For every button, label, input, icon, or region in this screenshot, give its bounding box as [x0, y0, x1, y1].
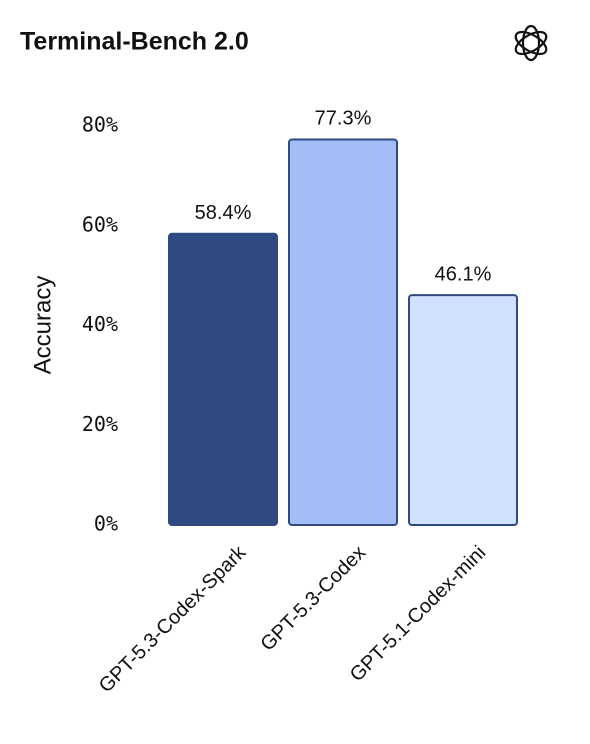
logo	[514, 24, 548, 62]
bar	[168, 232, 278, 526]
y-axis-label: Accuracy	[29, 276, 56, 375]
value-label: 46.1%	[435, 263, 492, 285]
y-tick-label: 40%	[82, 312, 118, 336]
x-tick-label: GPT-5.3-Codex	[256, 542, 370, 656]
x-tick-label: GPT-5.3-Codex-Spark	[95, 541, 251, 697]
y-tick-label: 60%	[82, 212, 118, 236]
y-tick-label: 80%	[82, 113, 118, 137]
y-tick-label: 0%	[94, 512, 118, 536]
value-label: 77.3%	[315, 108, 372, 130]
chart-title: Terminal-Bench 2.0	[20, 28, 249, 56]
x-tick-label: GPT-5.1-Codex-mini	[346, 542, 490, 686]
value-label: 58.4%	[195, 202, 252, 224]
bar	[408, 294, 518, 527]
bar	[288, 138, 398, 526]
y-tick-label: 20%	[82, 412, 118, 436]
